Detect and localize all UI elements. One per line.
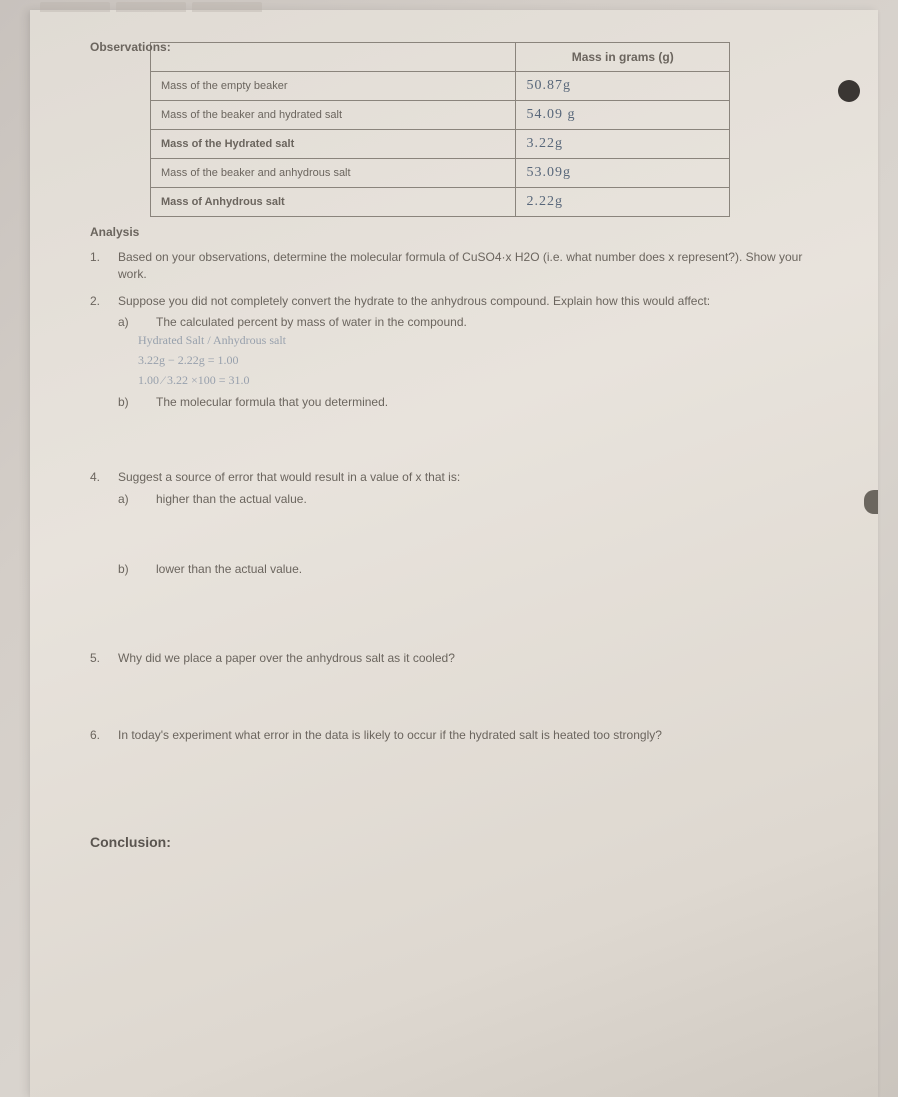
row-label: Mass of the Hydrated salt [151, 130, 516, 159]
question-text: In today's experiment what error in the … [118, 727, 828, 744]
table-row: Mass of the empty beaker 50.87g [151, 72, 730, 101]
row-label: Mass of the beaker and hydrated salt [151, 101, 516, 130]
question-number: 5. [90, 650, 118, 667]
table-row: Mass of the beaker and hydrated salt 54.… [151, 101, 730, 130]
page-tabs [40, 2, 262, 12]
sub-text: higher than the actual value. [156, 492, 307, 506]
punch-hole-icon [864, 490, 878, 514]
question-text: Why did we place a paper over the anhydr… [118, 650, 828, 667]
question-2b: b) The molecular formula that you determ… [118, 395, 828, 409]
question-4b: b) lower than the actual value. [118, 562, 828, 576]
row-value: 2.22g [516, 188, 730, 217]
analysis-label: Analysis [90, 225, 828, 239]
question-text: Suppose you did not completely convert t… [118, 293, 828, 310]
row-value: 3.22g [516, 130, 730, 159]
sub-text: lower than the actual value. [156, 562, 302, 576]
question-2a: a) The calculated percent by mass of wat… [118, 315, 828, 329]
punch-hole-icon [838, 80, 860, 102]
sub-label: b) [118, 562, 156, 576]
row-label: Mass of Anhydrous salt [151, 188, 516, 217]
row-label: Mass of the empty beaker [151, 72, 516, 101]
question-number: 6. [90, 727, 118, 744]
header-cell-empty [151, 43, 516, 72]
question-6: 6. In today's experiment what error in t… [90, 727, 828, 744]
question-4: 4. Suggest a source of error that would … [90, 469, 828, 486]
question-5: 5. Why did we place a paper over the anh… [90, 650, 828, 667]
table-row: Mass of the beaker and anhydrous salt 53… [151, 159, 730, 188]
question-1: 1. Based on your observations, determine… [90, 249, 828, 283]
question-text: Based on your observations, determine th… [118, 249, 828, 283]
question-4a: a) higher than the actual value. [118, 492, 828, 506]
row-value: 54.09 g [516, 101, 730, 130]
sub-label: a) [118, 492, 156, 506]
handwritten-work: 3.22g − 2.22g = 1.00 [138, 351, 828, 369]
question-number: 4. [90, 469, 118, 486]
observations-table: Mass in grams (g) Mass of the empty beak… [150, 42, 730, 217]
handwritten-work: Hydrated Salt / Anhydrous salt [138, 331, 828, 349]
conclusion-label: Conclusion: [90, 834, 828, 850]
sub-text: The calculated percent by mass of water … [156, 315, 467, 329]
sub-label: a) [118, 315, 156, 329]
question-text: Suggest a source of error that would res… [118, 469, 828, 486]
question-2: 2. Suppose you did not completely conver… [90, 293, 828, 310]
tab-stub [116, 2, 186, 12]
row-label: Mass of the beaker and anhydrous salt [151, 159, 516, 188]
header-cell-mass: Mass in grams (g) [516, 43, 730, 72]
question-number: 1. [90, 249, 118, 283]
table-row: Mass of the Hydrated salt 3.22g [151, 130, 730, 159]
row-value: 50.87g [516, 72, 730, 101]
tab-stub [192, 2, 262, 12]
row-value: 53.09g [516, 159, 730, 188]
handwritten-work: 1.00 ⁄ 3.22 ×100 = 31.0 [138, 371, 828, 389]
worksheet-page: Observations: Mass in grams (g) Mass of … [30, 10, 878, 1097]
question-number: 2. [90, 293, 118, 310]
table-header-row: Mass in grams (g) [151, 43, 730, 72]
table-row: Mass of Anhydrous salt 2.22g [151, 188, 730, 217]
sub-label: b) [118, 395, 156, 409]
tab-stub [40, 2, 110, 12]
sub-text: The molecular formula that you determine… [156, 395, 388, 409]
